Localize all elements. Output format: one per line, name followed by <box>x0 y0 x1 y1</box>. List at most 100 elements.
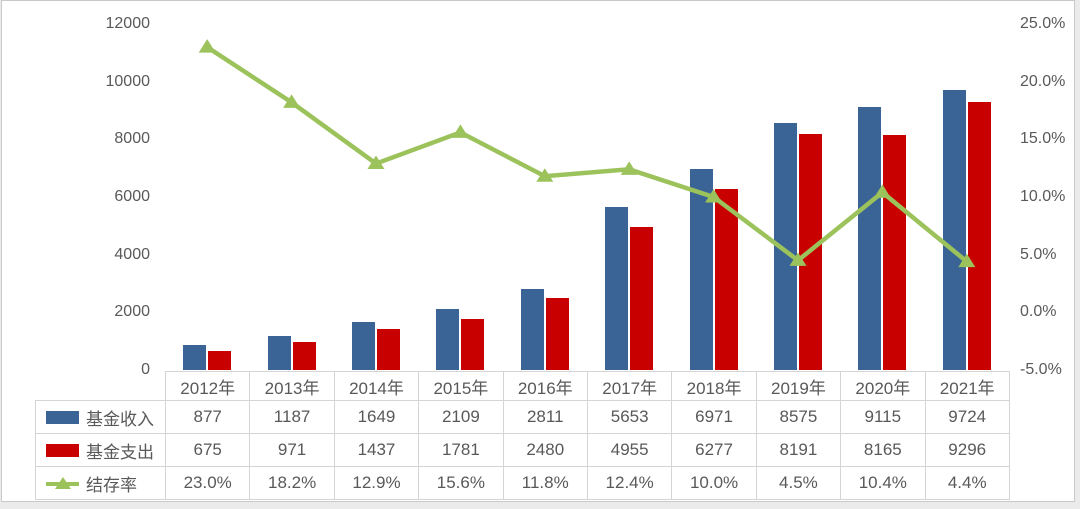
bar-income-2018年 <box>690 169 713 370</box>
value-cell-s1-2015年: 1781 <box>418 433 504 467</box>
plot-area <box>165 24 1009 370</box>
value-cell-s1-2013年: 971 <box>249 433 335 467</box>
table-header-row: 2012年 2013年 2014年 2015年 2016年 2017年 2018年 2019年… <box>36 371 1010 401</box>
table-row-series-0: 基金收入 877 1187 1649 2109 2811 5653 6971 8575 9115 9… <box>35 400 1010 434</box>
bar-expense-2018年 <box>715 189 738 370</box>
value-cell-s1-2016年: 2480 <box>502 433 588 467</box>
legend-item: 基金收入 <box>37 405 165 430</box>
value-cell-s0-2016年: 2811 <box>502 400 588 434</box>
left-axis-tick-2000: 2000 <box>114 303 150 321</box>
left-axis-tick-6000: 6000 <box>114 188 150 205</box>
right-axis-tick-0.0%: 0.0% <box>1020 303 1057 321</box>
table-corner-cell <box>36 372 166 401</box>
bar-expense-2020年 <box>883 135 906 370</box>
value-cell-s1-2012年: 675 <box>164 433 251 467</box>
rate-marker-2016年 <box>536 168 554 182</box>
rate-marker-2013年 <box>283 94 301 108</box>
bar-income-2021年 <box>943 90 966 370</box>
right-axis-tick-15.0%: 15.0% <box>1020 130 1066 148</box>
value-cell-s0-2017年: 5653 <box>586 400 673 434</box>
legend-cell-series-0: 基金收入 <box>35 400 166 434</box>
value-cell-s2-2012年: 23.0% <box>164 466 251 500</box>
rate-marker-2018年 <box>705 189 723 203</box>
value-cell-s2-2020年: 10.4% <box>840 466 926 500</box>
legend-swatch-bar-icon <box>46 443 79 457</box>
year-header-2021年: 2021年 <box>924 371 1010 401</box>
value-cell-s0-2015年: 2109 <box>418 400 504 434</box>
left-axis-tick-10000: 10000 <box>105 72 151 90</box>
value-cell-s2-2015年: 15.6% <box>418 466 504 500</box>
legend-item: 结存率 <box>37 471 165 496</box>
year-header-2014年: 2014年 <box>333 371 420 401</box>
value-cell-s1-2014年: 1437 <box>333 433 420 467</box>
year-header-2018年: 2018年 <box>671 371 757 401</box>
value-cell-s1-2019年: 8191 <box>755 433 842 467</box>
legend-label: 结存率 <box>86 475 137 495</box>
year-header-2019年: 2019年 <box>755 371 842 401</box>
value-cell-s1-2017年: 4955 <box>586 433 673 467</box>
rate-marker-2012年 <box>198 39 216 53</box>
rate-line-path <box>205 45 969 264</box>
value-cell-s2-2013年: 18.2% <box>249 466 335 500</box>
legend-swatch-bar-icon <box>46 410 79 424</box>
rate-line-series <box>198 39 976 268</box>
rate-marker-2020年 <box>873 184 891 198</box>
bar-expense-2016年 <box>546 298 569 370</box>
value-cell-s2-2018年: 10.0% <box>671 466 757 500</box>
year-header-2012年: 2012年 <box>164 371 251 401</box>
bar-income-2015年 <box>436 309 459 370</box>
value-cell-s2-2019年: 4.5% <box>755 466 842 500</box>
rate-marker-2021年 <box>958 253 976 268</box>
value-cell-s2-2014年: 12.9% <box>333 466 420 500</box>
value-cell-s0-2019年: 8575 <box>755 400 842 434</box>
left-axis-tick-12000: 12000 <box>105 15 151 32</box>
value-cell-s1-2020年: 8165 <box>840 433 926 467</box>
table-row-series-1: 基金支出 675 971 1437 1781 2480 4955 6277 8191 8165 92… <box>35 433 1010 467</box>
value-cell-s2-2017年: 12.4% <box>586 466 673 500</box>
legend-triangle-marker <box>55 476 71 489</box>
bar-income-2020年 <box>858 107 881 370</box>
right-axis-tick-5.0%: 5.0% <box>1020 245 1057 263</box>
bar-expense-2012年 <box>208 351 231 370</box>
right-axis-tick-25.0%: 25.0% <box>1020 15 1066 32</box>
bar-expense-2015年 <box>461 319 484 370</box>
bar-expense-2017年 <box>630 227 653 370</box>
bar-income-2013年 <box>268 336 291 370</box>
bar-income-2014年 <box>352 322 375 370</box>
bar-expense-2021年 <box>968 102 991 370</box>
year-header-2017年: 2017年 <box>586 371 673 401</box>
legend-cell-series-1: 基金支出 <box>35 433 166 467</box>
year-header-2016年: 2016年 <box>502 371 588 401</box>
bar-expense-2013年 <box>293 342 316 370</box>
legend-cell-series-2: 结存率 <box>35 466 166 500</box>
value-cell-s1-2021年: 9296 <box>924 433 1010 467</box>
value-cell-s1-2018年: 6277 <box>671 433 757 467</box>
legend-label: 基金收入 <box>86 409 154 429</box>
bar-income-2019年 <box>774 123 797 370</box>
legend-label: 基金支出 <box>86 442 154 462</box>
left-axis-tick-8000: 8000 <box>114 130 150 148</box>
rate-marker-2017年 <box>620 161 638 175</box>
rate-marker-2014年 <box>367 155 385 170</box>
year-header-2020年: 2020年 <box>840 371 926 401</box>
value-cell-s0-2018年: 6971 <box>671 400 757 434</box>
rate-marker-2015年 <box>451 124 469 138</box>
left-axis-tick-0: 0 <box>141 361 150 378</box>
value-cell-s2-2016年: 11.8% <box>502 466 588 500</box>
value-cell-s0-2021年: 9724 <box>924 400 1010 434</box>
rate-marker-2019年 <box>789 252 807 266</box>
value-cell-s0-2014年: 1649 <box>333 400 420 434</box>
bar-income-2012年 <box>183 345 206 370</box>
table-row-series-2: 结存率 23.0% 18.2% 12.9% 15.6% 11.8% 12.4% 10.0% 4.… <box>35 466 1010 500</box>
left-axis-tick-4000: 4000 <box>114 245 150 263</box>
legend-item: 基金支出 <box>37 438 165 463</box>
data-table: 2012年 2013年 2014年 2015年 2016年 2017年 2018年 2019年… <box>35 371 1010 500</box>
bar-income-2017年 <box>605 207 628 370</box>
right-axis-tick-10.0%: 10.0% <box>1020 188 1066 205</box>
year-header-2015年: 2015年 <box>418 371 504 401</box>
bar-expense-2014年 <box>377 329 400 370</box>
value-cell-s0-2020年: 9115 <box>840 400 926 434</box>
right-axis-tick-20.0%: 20.0% <box>1020 72 1066 90</box>
year-header-2013年: 2013年 <box>249 371 335 401</box>
